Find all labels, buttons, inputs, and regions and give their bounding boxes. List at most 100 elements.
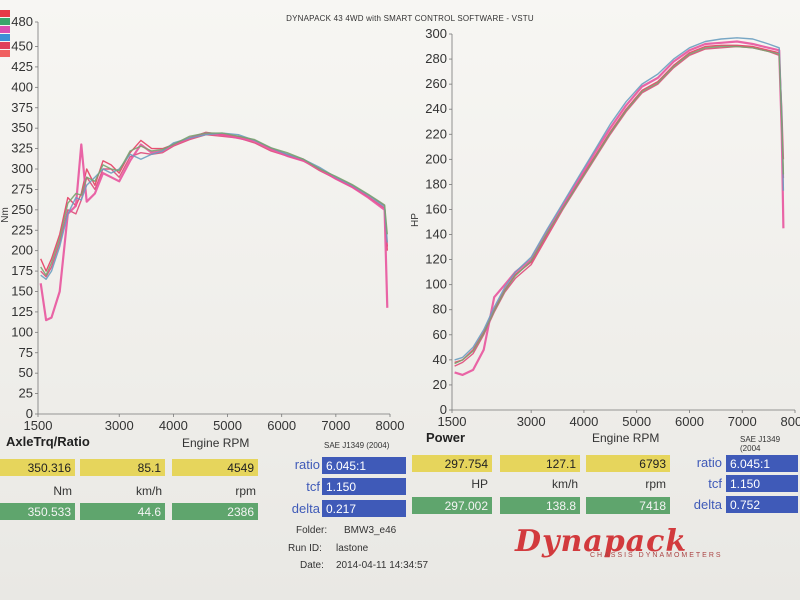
power-panel-title: Power [426,430,466,445]
y-tick-label: 50 [19,365,33,380]
torque-second-value: 350.533 [0,503,75,520]
torque-tcf-label: tcf [306,479,320,494]
run-swatch [0,10,10,17]
run-swatches [0,10,10,58]
run-swatch [0,18,10,25]
y-tick-label: 225 [11,222,33,237]
x-tick-label: 3000 [105,418,134,433]
dyno-charts: 0255075100125150175200225250275300325350… [0,14,800,433]
run-swatch [0,42,10,49]
power-delta-label: delta [693,497,722,512]
date-value: 2014-04-11 14:34:57 [336,560,429,571]
series-line [454,40,785,376]
y-tick-label: 325 [11,141,33,156]
torque-peak-value: 350.316 [0,459,75,476]
y-tick-label: 0 [440,402,447,417]
x-tick-label: 5000 [622,414,651,429]
power-unit: HP [471,477,488,491]
y-tick-label: 250 [11,202,33,217]
run-id-row: Run ID: lastone [288,543,488,554]
folder-row: Folder: BMW3_e46 [296,525,496,536]
y-axis-title: Nm [0,207,11,223]
x-tick-label: 1500 [24,418,53,433]
series-line [454,37,785,361]
torque-ratio-value: 6.045:1 [322,457,406,474]
y-tick-label: 160 [425,201,447,216]
y-tick-label: 200 [425,151,447,166]
series-line [39,132,389,322]
y-tick-label: 25 [19,386,33,401]
folder-label: Folder: [296,525,328,536]
torque-chart: 0 25 50 75 100 125 150 175 200 225 250 275 300 325 350… [0,14,404,433]
report-title: DYNAPACK 43 4WD with SMART CONTROL SOFTW… [286,14,534,23]
power-peak-speed: 127.1 [500,455,580,472]
y-tick-label: 400 [11,79,33,94]
date-label: Date: [300,560,324,571]
power-tcf-label: tcf [708,476,722,491]
series-line [40,132,388,280]
y-tick-label: 60 [433,327,447,342]
y-tick-label: 240 [425,101,447,116]
y-tick-label: 375 [11,100,33,115]
y-tick-label: 280 [425,51,447,66]
series-line [454,45,785,367]
x-tick-label: 7000 [321,418,350,433]
torque-second-rpm: 2386 [172,503,258,520]
rpm-unit: rpm [235,484,256,498]
y-tick-label: 100 [11,324,33,339]
x-tick-label: 1500 [438,414,467,429]
y-tick-label: 350 [11,120,33,135]
power-tcf-value: 1.150 [726,475,798,492]
y-tick-label: 75 [19,345,33,360]
series-line [454,44,785,364]
folder-value: BMW3_e46 [344,525,397,536]
x-tick-label: 4000 [159,418,188,433]
torque-tcf-value: 1.150 [322,478,406,495]
x-tick-label: 6000 [675,414,704,429]
power-ratio-value: 6.045:1 [726,455,798,472]
power-speed-unit: km/h [551,477,578,491]
run-swatch [0,50,10,57]
y-tick-label: 120 [425,252,447,267]
y-tick-label: 175 [11,263,33,278]
dynapack-logo-subtitle: CHASSIS DYNAMOMETERS [590,552,723,559]
torque-ratio-label: ratio [294,457,320,472]
x-tick-label: 3000 [517,414,546,429]
series-line [40,133,388,278]
power-second-value: 297.002 [412,497,492,514]
run-id-value: lastone [336,543,369,554]
power-ratio-label: ratio [696,455,722,470]
power-peak-value: 297.754 [412,455,492,472]
y-tick-label: 100 [425,277,447,292]
torque-panel-title: AxleTrq/Ratio [6,434,90,449]
y-tick-label: 300 [11,161,33,176]
series-line [40,131,388,272]
power-x-axis-label: Engine RPM [592,431,660,445]
dynapack-logo: Dynapack [515,524,688,559]
power-chart: 0 20 40 60 80 100 120 140 160 180 200 220 240 260 280 3… [410,26,800,429]
date-row: Date: 2014-04-11 14:34:57 [300,560,500,571]
series-line [40,132,388,276]
run-swatch [0,26,10,33]
x-tick-label: 6000 [267,418,296,433]
y-tick-label: 140 [425,227,447,242]
power-delta-value: 0.752 [726,496,798,513]
y-tick-label: 20 [433,377,447,392]
y-tick-label: 180 [425,176,447,191]
torque-peak-speed: 85.1 [80,459,165,476]
torque-delta-label: delta [291,501,320,516]
torque-x-axis-label: Engine RPM [182,436,250,450]
y-tick-label: 480 [11,14,33,29]
x-tick-label: 8000 [781,414,800,429]
y-tick-label: 125 [11,304,33,319]
power-peak-rpm: 6793 [586,455,670,472]
run-swatch [0,34,10,41]
power-second-rpm: 7418 [586,497,670,514]
series-line [454,45,785,365]
y-tick-label: 0 [26,406,33,421]
y-tick-label: 40 [433,352,447,367]
y-tick-label: 300 [425,26,447,41]
power-second-speed: 138.8 [500,497,580,514]
x-tick-label: 4000 [569,414,598,429]
speed-unit: km/h [135,484,162,498]
